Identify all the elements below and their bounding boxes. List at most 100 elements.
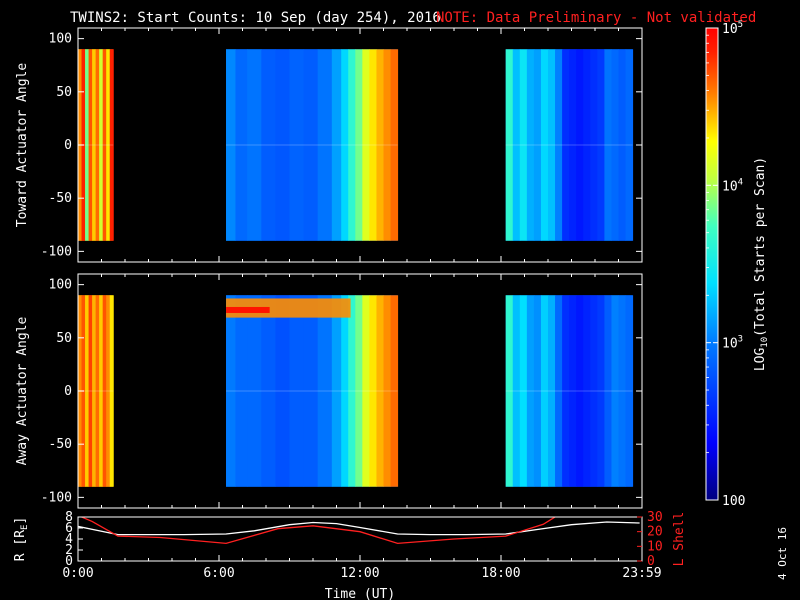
time-tick-label: 23:59: [622, 566, 661, 581]
data-column: [383, 49, 392, 241]
y-tick-label: -100: [41, 244, 72, 259]
data-column: [625, 295, 634, 487]
data-column: [247, 295, 262, 487]
data-column: [526, 49, 535, 241]
data-column: [102, 295, 107, 487]
data-column: [576, 295, 584, 487]
zero-angle-stripe: [78, 144, 114, 146]
data-column: [95, 295, 100, 487]
data-column: [533, 49, 542, 241]
data-column: [289, 295, 305, 487]
data-column: [569, 295, 577, 487]
time-tick-label: 18:00: [481, 566, 520, 581]
figure-title: TWINS2: Start Counts: 10 Sep (day 254), …: [70, 10, 441, 26]
r-tick-label: 6: [65, 521, 73, 536]
zero-angle-stripe: [226, 144, 398, 146]
r-tick-label: 2: [65, 543, 73, 558]
l-shell-tick-label: 20: [647, 525, 663, 540]
r-axis-label: R [RE]: [13, 517, 30, 562]
y-tick-label: 100: [49, 278, 72, 293]
data-column: [376, 295, 384, 487]
data-column: [355, 49, 363, 241]
time-tick-label: 0:00: [62, 566, 93, 581]
data-column: [562, 295, 570, 487]
data-column: [109, 295, 114, 487]
data-column: [533, 295, 542, 487]
data-column: [540, 49, 549, 241]
data-column: [341, 49, 349, 241]
data-column: [526, 295, 535, 487]
x-axis-label: Time (UT): [325, 587, 395, 600]
y-tick-label: -50: [49, 191, 72, 206]
data-column: [383, 295, 392, 487]
data-column: [348, 295, 356, 487]
y-tick-label: -100: [41, 490, 72, 505]
date-stamp: 4 Oct 16: [776, 527, 789, 580]
y-axis-label: Toward Actuator Angle: [15, 63, 30, 228]
colorbar-tick-label: 103: [722, 335, 743, 352]
data-column: [88, 295, 93, 487]
data-column: [85, 49, 90, 241]
y-tick-label: 50: [56, 331, 72, 346]
data-column: [331, 49, 342, 241]
zero-angle-stripe: [505, 390, 633, 392]
data-column: [590, 49, 598, 241]
data-column: [106, 295, 111, 487]
data-column: [512, 295, 521, 487]
data-column: [261, 49, 276, 241]
data-column: [226, 49, 236, 241]
data-column: [590, 295, 598, 487]
data-column: [562, 49, 570, 241]
data-column: [226, 295, 236, 487]
data-column: [583, 295, 591, 487]
zero-angle-stripe: [505, 144, 633, 146]
data-column: [275, 295, 290, 487]
data-column: [317, 49, 333, 241]
data-column: [369, 295, 377, 487]
preliminary-note: NOTE: Data Preliminary - Not validated: [436, 10, 756, 26]
colorbar-gradient: [705, 27, 719, 501]
l-shell-axis-label: L Shell: [672, 512, 687, 567]
data-column: [519, 295, 528, 487]
data-column: [341, 295, 349, 487]
data-column: [390, 49, 399, 241]
data-column: [289, 49, 305, 241]
data-column: [505, 49, 514, 241]
colorbar-label: LOG10(Total Starts per Scan): [753, 157, 770, 371]
data-column: [540, 295, 549, 487]
data-column: [317, 295, 333, 487]
data-column: [369, 49, 377, 241]
data-column: [362, 49, 370, 241]
data-column: [555, 49, 563, 241]
data-column: [618, 49, 627, 241]
data-column: [303, 295, 319, 487]
data-column: [505, 295, 514, 487]
data-column: [348, 49, 356, 241]
data-column: [247, 49, 262, 241]
hot-angle-core: [226, 306, 270, 313]
l-shell-line: [79, 517, 557, 545]
time-tick-label: 6:00: [203, 566, 234, 581]
y-tick-label: 50: [56, 85, 72, 100]
data-column: [597, 295, 605, 487]
zero-angle-stripe: [226, 390, 398, 392]
data-column: [512, 49, 521, 241]
data-column: [95, 49, 100, 241]
data-column: [261, 295, 276, 487]
toward-angle-panel: 100 50 0 -50 -100 Toward Actuator Angle: [15, 27, 643, 263]
data-column: [604, 49, 612, 241]
data-column: [519, 49, 528, 241]
away-angle-panel: 100 50 0 -50 -100 Away Actuator Angle: [15, 273, 643, 509]
data-column: [92, 295, 97, 487]
zero-angle-stripe: [78, 390, 114, 392]
colorbar: 100 103 104 105 LOG10(Total Starts per Scan): [705, 20, 770, 509]
data-column: [362, 295, 370, 487]
radius-line: [78, 521, 640, 536]
y-tick-label: 0: [64, 384, 72, 399]
data-column: [583, 49, 591, 241]
data-column: [625, 49, 634, 241]
data-column: [99, 49, 104, 241]
colorbar-tick-label: 100: [722, 494, 745, 509]
